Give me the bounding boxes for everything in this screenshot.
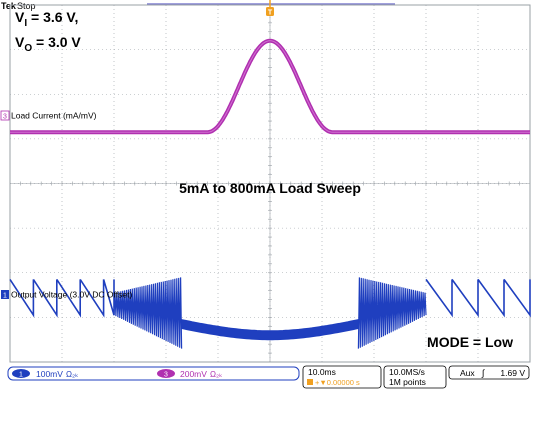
trigger-marker: T bbox=[266, 0, 274, 17]
channel3-marker: 3 bbox=[0, 110, 10, 121]
channel3-badge-number: 3 bbox=[164, 372, 168, 379]
status-bar: 1 100mV Ω₂ₖ 3 200mV Ω₂ₖ 10.0ms +▼0.00000… bbox=[7, 365, 530, 389]
delay-value: +▼0.00000 s bbox=[315, 378, 360, 387]
channel1-badge bbox=[12, 369, 30, 378]
channel1-label: Output Voltage (3.0V DC Offset) bbox=[11, 290, 132, 300]
sawtooth-ripple bbox=[425, 278, 531, 318]
timebase-value: 10.0ms bbox=[308, 367, 336, 377]
trigger-slope-icon: ∫ bbox=[481, 368, 486, 378]
chart-title: 5mA to 800mA Load Sweep bbox=[179, 180, 361, 196]
trigger-box[interactable] bbox=[448, 365, 530, 380]
trigger-level: 1.69 V bbox=[500, 368, 525, 378]
channel1-scale: 100mV bbox=[36, 369, 63, 379]
trigger-source: Aux bbox=[460, 368, 475, 378]
channel3-marker-number: 3 bbox=[3, 114, 7, 121]
brand-label: Tek bbox=[1, 1, 17, 11]
mode-annotation: MODE = Low bbox=[427, 334, 513, 350]
timebase-box[interactable] bbox=[302, 365, 382, 389]
delay-marker-icon bbox=[307, 379, 313, 385]
record-length-value: 1M points bbox=[389, 377, 426, 387]
channel3-coupling: Ω₂ₖ bbox=[210, 370, 223, 379]
trigger-marker-label: T bbox=[268, 10, 273, 17]
input-voltage-annotation: VI = 3.6 V, bbox=[15, 9, 78, 29]
output-voltage-trace bbox=[9, 277, 531, 349]
channel1-badge-number: 1 bbox=[19, 372, 23, 379]
switching-burst bbox=[113, 277, 183, 349]
acquisition-status: Stop bbox=[17, 1, 36, 11]
vertical-scale-box[interactable] bbox=[7, 366, 300, 381]
sample-rate-box[interactable] bbox=[383, 365, 447, 389]
waveforms bbox=[9, 38, 531, 349]
channel1-marker: 1 bbox=[1, 290, 9, 300]
channel3-scale: 200mV bbox=[180, 369, 207, 379]
channel1-marker-number: 1 bbox=[3, 293, 7, 300]
sample-rate-value: 10.0MS/s bbox=[389, 367, 425, 377]
channel3-badge bbox=[157, 369, 175, 378]
channel3-label: Load Current (mA/mV) bbox=[11, 111, 97, 121]
load-current-trace-core bbox=[10, 40, 530, 133]
output-voltage-annotation: VO = 3.0 V bbox=[15, 34, 81, 54]
switching-burst bbox=[357, 277, 427, 349]
channel1-coupling: Ω₂ₖ bbox=[66, 370, 79, 379]
sawtooth-ripple bbox=[9, 278, 115, 318]
